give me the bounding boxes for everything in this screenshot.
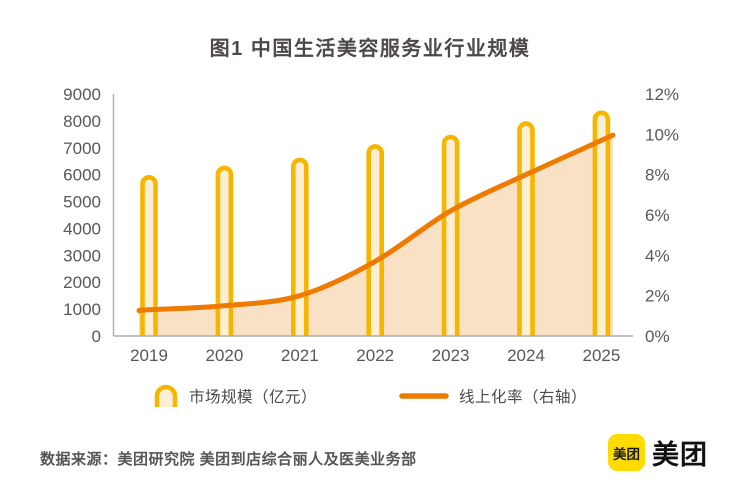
right-axis-tick-label: 8%: [645, 166, 670, 185]
left-axis-tick-label: 8000: [63, 112, 101, 131]
legend-item-online-rate: 线上化率（右轴）: [399, 385, 587, 407]
online-rate-line: [136, 132, 616, 314]
left-axis-tick-label: 9000: [63, 85, 101, 104]
meituan-logo-text: 美团: [652, 440, 708, 470]
right-axis-tick-label: 10%: [645, 125, 679, 144]
left-axis-tick-label: 6000: [63, 166, 101, 185]
meituan-logo-badge: 美团: [608, 434, 645, 471]
right-axis-tick-label: 4%: [645, 246, 670, 265]
bar-2023: [441, 134, 460, 336]
x-axis-tick-label: 2024: [507, 346, 545, 365]
combo-chart: 0 1000 2000 3000 4000 5000 6000 7000 8000 9000 0% 2…: [63, 85, 679, 365]
legend-label-online-rate: 线上化率（右轴）: [459, 388, 588, 406]
bar-2020: [215, 165, 234, 336]
meituan-logo-badge-text: 美团: [613, 446, 640, 462]
bar-2019: [140, 175, 158, 336]
left-axis-tick-label: 2000: [63, 273, 101, 292]
line-icon: [399, 392, 449, 399]
left-axis-tick-label: 5000: [63, 193, 101, 212]
left-axis-tick-label: 7000: [63, 139, 101, 158]
bar-2021: [291, 157, 309, 336]
bar-arch-icon: [154, 384, 178, 407]
left-axis-tick-label: 0: [92, 327, 101, 346]
meituan-logo: 美团 美团: [608, 433, 708, 472]
right-axis-tick-label: 0%: [645, 327, 670, 346]
x-axis-tick-label: 2022: [356, 346, 394, 365]
x-axis-tick-label: 2021: [281, 346, 319, 365]
x-axis-tick-label: 2019: [130, 346, 168, 365]
left-axis-tick-label: 1000: [63, 300, 101, 319]
legend-item-market-size: 市场规模（亿元）: [153, 384, 317, 407]
left-axis-tick-label: 4000: [63, 219, 101, 238]
bar-2022: [366, 144, 384, 336]
data-source-note: 数据来源：美团研究院 美团到店综合丽人及医美业务部: [40, 451, 417, 468]
right-axis-tick-label: 6%: [645, 206, 670, 225]
chart-legend: 市场规模（亿元） 线上化率（右轴）: [0, 384, 740, 407]
x-axis-tick-label: 2023: [432, 346, 470, 365]
legend-label-market-size: 市场规模（亿元）: [188, 388, 317, 406]
chart-title: 图1 中国生活美容服务业行业规模: [209, 38, 531, 60]
bar-2025: [592, 110, 611, 336]
left-axis-tick-label: 3000: [63, 246, 101, 265]
right-axis-tick-label: 12%: [645, 85, 679, 104]
right-axis-tick-label: 2%: [645, 287, 670, 306]
x-axis-tick-label: 2020: [205, 346, 243, 365]
online-rate-area: [139, 135, 613, 336]
bar-2024: [517, 121, 535, 336]
x-axis-tick-label: 2025: [582, 346, 620, 365]
